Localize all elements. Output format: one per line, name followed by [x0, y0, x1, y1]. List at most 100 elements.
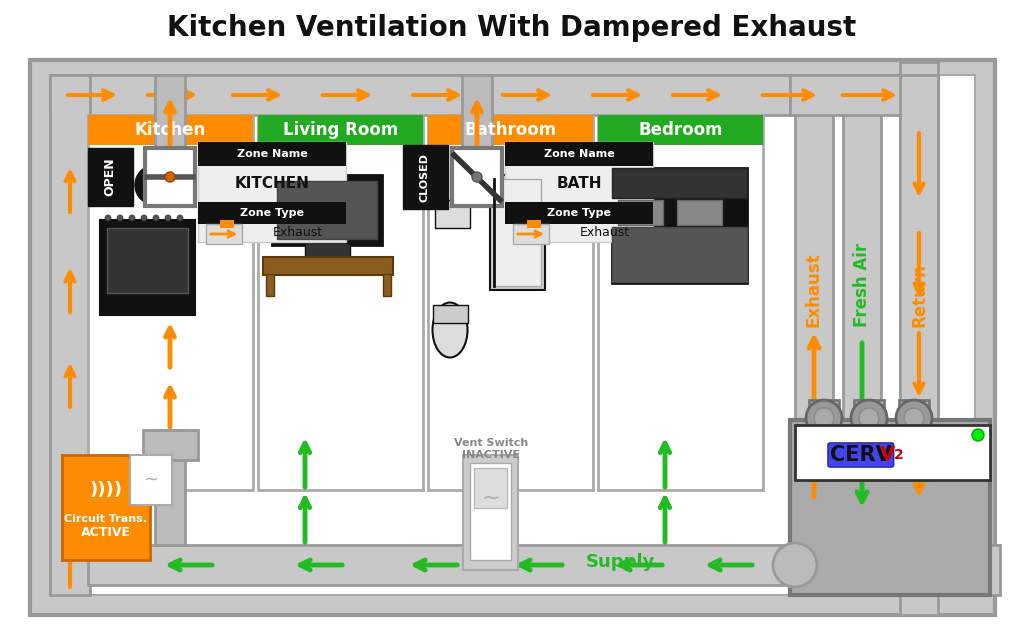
- Bar: [612, 168, 746, 198]
- Bar: [258, 115, 423, 490]
- Bar: [198, 142, 346, 242]
- Circle shape: [859, 408, 879, 428]
- Circle shape: [165, 172, 175, 182]
- Text: BATH: BATH: [556, 177, 602, 191]
- Bar: [155, 75, 185, 190]
- Text: CLOSED: CLOSED: [420, 153, 430, 201]
- Text: Return: Return: [910, 263, 928, 327]
- Bar: [474, 468, 507, 508]
- Bar: [505, 142, 653, 242]
- Circle shape: [896, 400, 932, 436]
- Bar: [470, 463, 511, 560]
- Bar: [130, 455, 172, 505]
- Bar: [220, 220, 234, 228]
- Bar: [155, 430, 185, 545]
- Circle shape: [117, 215, 123, 221]
- Bar: [490, 175, 545, 290]
- Text: Exhaust: Exhaust: [805, 252, 823, 327]
- Circle shape: [153, 215, 159, 221]
- Circle shape: [904, 408, 924, 428]
- Bar: [854, 400, 884, 480]
- Circle shape: [806, 400, 842, 436]
- Circle shape: [165, 215, 171, 221]
- Text: Zone Type: Zone Type: [240, 208, 304, 218]
- Text: Kitchen: Kitchen: [135, 121, 206, 139]
- Bar: [809, 400, 839, 480]
- Bar: [100, 220, 195, 315]
- Bar: [677, 200, 722, 225]
- Bar: [272, 175, 382, 245]
- Text: Bedroom: Bedroom: [638, 121, 723, 139]
- Bar: [206, 224, 242, 244]
- Bar: [88, 148, 133, 206]
- Text: Supply: Supply: [586, 553, 654, 571]
- Text: INACTIVE: INACTIVE: [462, 450, 520, 460]
- Bar: [278, 181, 377, 239]
- Bar: [433, 305, 468, 323]
- Bar: [505, 142, 653, 166]
- Circle shape: [145, 175, 165, 195]
- Text: Zone Name: Zone Name: [544, 149, 614, 159]
- Bar: [505, 202, 653, 224]
- Text: ~: ~: [481, 488, 501, 508]
- Text: Exhaust: Exhaust: [273, 227, 323, 240]
- Circle shape: [141, 215, 147, 221]
- Bar: [513, 224, 549, 244]
- Bar: [900, 62, 938, 595]
- Bar: [598, 115, 763, 145]
- Bar: [612, 168, 746, 283]
- Text: Circuit Trans.: Circuit Trans.: [65, 514, 147, 524]
- Circle shape: [177, 215, 183, 221]
- Bar: [463, 455, 518, 570]
- Bar: [452, 148, 502, 206]
- Text: ~: ~: [143, 471, 159, 489]
- Bar: [50, 75, 790, 115]
- Bar: [198, 142, 346, 166]
- Bar: [88, 115, 253, 145]
- Circle shape: [972, 429, 984, 441]
- Circle shape: [105, 215, 111, 221]
- Text: Fresh Air: Fresh Air: [853, 243, 871, 327]
- Circle shape: [135, 165, 175, 205]
- Bar: [462, 75, 492, 190]
- Bar: [790, 420, 990, 595]
- Bar: [795, 80, 833, 500]
- Circle shape: [851, 400, 887, 436]
- Bar: [50, 75, 975, 595]
- Text: KITCHEN: KITCHEN: [234, 177, 309, 191]
- Text: Vent Switch: Vent Switch: [454, 438, 528, 448]
- Text: ACTIVE: ACTIVE: [81, 526, 131, 538]
- Bar: [900, 75, 938, 615]
- Bar: [305, 243, 350, 258]
- Text: 2: 2: [894, 448, 904, 462]
- Ellipse shape: [432, 302, 468, 358]
- Circle shape: [814, 408, 834, 428]
- Bar: [843, 80, 881, 500]
- Bar: [62, 455, 150, 560]
- Bar: [527, 220, 541, 228]
- Text: )))): )))): [89, 481, 123, 499]
- Bar: [145, 148, 195, 206]
- Bar: [428, 115, 593, 490]
- Bar: [435, 200, 470, 228]
- Text: V: V: [880, 445, 895, 464]
- Text: Living Room: Living Room: [283, 121, 398, 139]
- Text: Zone Name: Zone Name: [237, 149, 307, 159]
- Bar: [30, 60, 995, 615]
- Text: Zone Type: Zone Type: [547, 208, 611, 218]
- Bar: [106, 228, 188, 293]
- Bar: [899, 400, 929, 480]
- Text: OPEN: OPEN: [103, 158, 117, 196]
- Text: Kitchen Ventilation With Dampered Exhaust: Kitchen Ventilation With Dampered Exhaus…: [167, 14, 857, 42]
- Bar: [263, 257, 393, 275]
- Bar: [612, 227, 746, 282]
- Circle shape: [773, 543, 817, 587]
- Bar: [403, 145, 449, 209]
- Bar: [143, 430, 198, 460]
- Bar: [618, 200, 663, 225]
- Bar: [795, 425, 990, 480]
- Bar: [50, 75, 90, 595]
- Text: Exhaust: Exhaust: [580, 227, 630, 240]
- Bar: [598, 115, 763, 490]
- Bar: [266, 274, 274, 296]
